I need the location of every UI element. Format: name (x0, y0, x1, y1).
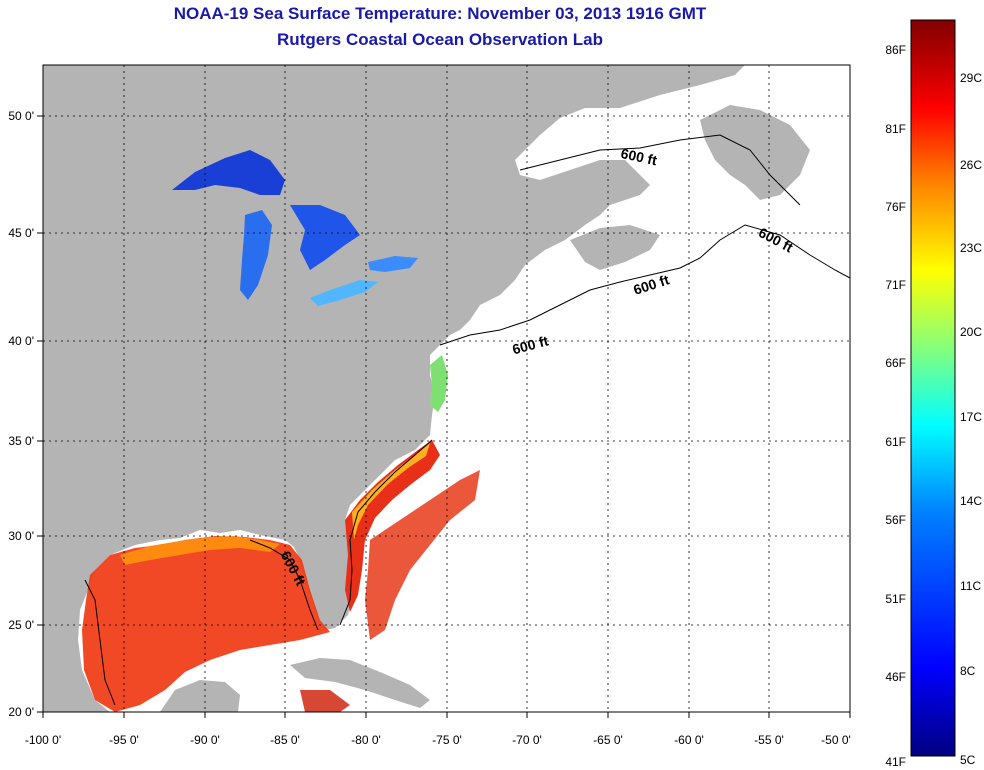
lon-tick-label: -65 0' (593, 733, 623, 747)
sst-gulf-of-mexico (82, 536, 330, 712)
colorbar-f-label: 51F (885, 592, 906, 606)
land-north-america (43, 65, 745, 712)
tick-marks (37, 115, 851, 718)
lat-tick-label: 25 0' (8, 618, 34, 632)
lat-tick-label: 35 0' (8, 434, 34, 448)
lon-tick-label: -60 0' (674, 733, 704, 747)
colorbar-c-label: 14C (960, 494, 982, 508)
lake-huron (290, 205, 360, 270)
lon-tick-label: -55 0' (754, 733, 784, 747)
lake-ontario (368, 256, 418, 272)
lake-erie (310, 280, 378, 306)
lon-tick-label: -100 0' (25, 733, 61, 747)
colorbar-f-label: 56F (885, 513, 906, 527)
colorbar-f-label: 61F (885, 435, 906, 449)
lon-tick-label: -95 0' (109, 733, 139, 747)
depth-contour (84, 134, 850, 706)
lake-superior (172, 150, 285, 195)
colorbar-c-label: 23C (960, 241, 982, 255)
land-yucatan (160, 680, 240, 712)
sst-carolina-coast (352, 443, 430, 540)
lon-tick-label: -50 0' (821, 733, 851, 747)
sst-chesapeake (430, 355, 448, 412)
lat-tick-label: 40 0' (8, 334, 34, 348)
colorbar-c-label: 17C (960, 410, 982, 424)
land-florida (290, 535, 355, 630)
lat-tick-label: 50 0' (8, 109, 34, 123)
contour-label-1: 600 ft (619, 145, 658, 168)
graticule (43, 65, 850, 712)
colorbar (910, 19, 956, 757)
colorbar-c-label: 26C (960, 158, 982, 172)
colorbar-f-label: 81F (885, 122, 906, 136)
lat-tick-label: 20 0' (8, 705, 34, 719)
lon-tick-label: -85 0' (270, 733, 300, 747)
lon-tick-label: -90 0' (190, 733, 220, 747)
lon-tick-label: -80 0' (351, 733, 381, 747)
colorbar-c-label: 11C (960, 579, 981, 593)
lon-tick-label: -70 0' (512, 733, 542, 747)
lat-tick-label: 30 0' (8, 529, 34, 543)
colorbar-f-label: 71F (885, 278, 906, 292)
land-cuba (290, 658, 430, 708)
colorbar-f-label: 46F (885, 670, 906, 684)
sst-caribbean (300, 690, 350, 712)
land-nova-scotia (570, 225, 660, 270)
sst-atlantic-patches (365, 470, 480, 640)
colorbar-f-label: 76F (885, 200, 906, 214)
colorbar-c-label: 29C (960, 71, 982, 85)
colorbar-f-label: 66F (885, 356, 906, 370)
lake-michigan (240, 210, 272, 300)
map-subtitle: Rutgers Coastal Ocean Observation Lab (277, 30, 603, 49)
colorbar-c-label: 8C (960, 664, 976, 678)
colorbar-f-label: 86F (885, 43, 906, 57)
colorbar-c-label: 20C (960, 325, 982, 339)
colorbar-f-label: 41F (885, 755, 906, 769)
map-title: NOAA-19 Sea Surface Temperature: Novembe… (173, 4, 707, 23)
sst-gulf-coast-warm (120, 536, 280, 565)
colorbar-c-label: 5C (960, 753, 976, 767)
lat-tick-label: 45 0' (8, 226, 34, 240)
lon-tick-label: -75 0' (432, 733, 462, 747)
land-newfoundland (700, 105, 810, 200)
